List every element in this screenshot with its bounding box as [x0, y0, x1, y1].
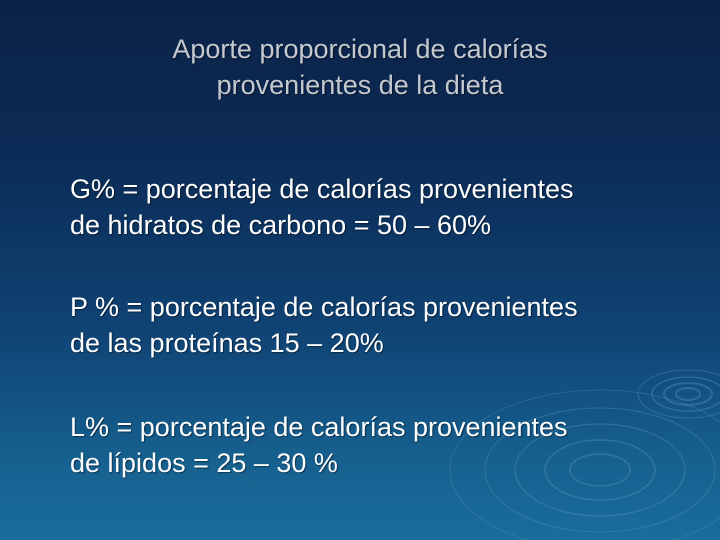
item-line-2: de las proteínas 15 – 20%: [70, 328, 384, 358]
protein-percentage-item: P % = porcentaje de calorías proveniente…: [70, 289, 710, 361]
slide-title: Aporte proporcional de calorías provenie…: [60, 31, 660, 103]
item-line-1: L% = porcentaje de calorías provenientes: [70, 412, 568, 442]
item-line-2: de lípidos = 25 – 30 %: [70, 448, 338, 478]
item-line-1: G% = porcentaje de calorías provenientes: [70, 174, 574, 204]
item-line-2: de hidratos de carbono = 50 – 60%: [70, 210, 492, 240]
carbohydrate-percentage-item: G% = porcentaje de calorías provenientes…: [70, 171, 710, 243]
slide-title-line-2: provenientes de la dieta: [216, 70, 504, 100]
slide-title-line-1: Aporte proporcional de calorías: [172, 34, 548, 64]
item-line-1: P % = porcentaje de calorías proveniente…: [70, 292, 578, 322]
lipid-percentage-item: L% = porcentaje de calorías provenientes…: [70, 409, 710, 481]
